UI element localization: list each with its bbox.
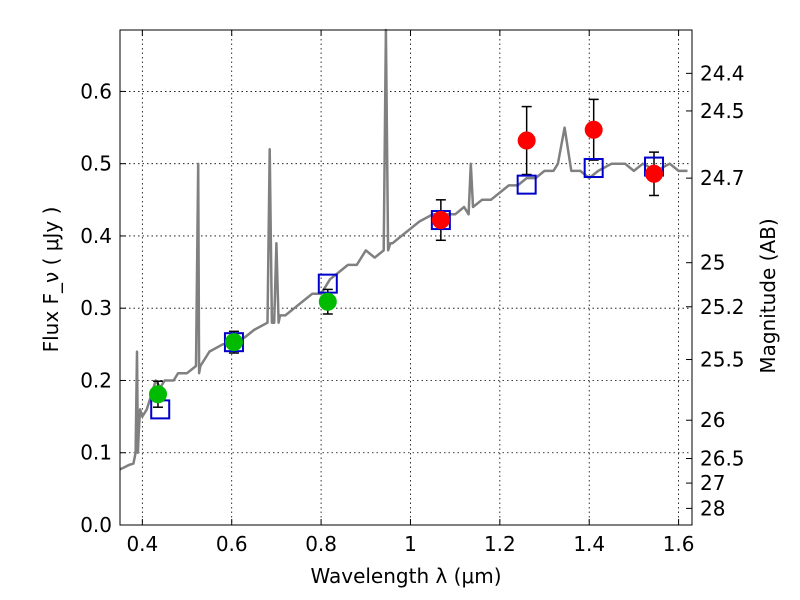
y-axis-label: Flux F_ν ( μJy ): [39, 207, 63, 353]
mag-tick-label: 24.5: [700, 99, 745, 123]
red-data-point: [431, 211, 450, 230]
spectrum-line: [119, 28, 688, 471]
red-data-point: [584, 120, 603, 139]
grid: [120, 30, 692, 526]
y-tick-label: 0.1: [80, 441, 112, 465]
error-bars: [152, 98, 660, 408]
model-square-point: [150, 399, 171, 420]
red-data-point: [517, 131, 536, 150]
plot-frame: [119, 29, 693, 526]
x-axis-label: Wavelength λ (μm): [310, 564, 501, 588]
red-data-point: [645, 164, 664, 183]
x-tick-label: 0.4: [126, 532, 158, 556]
mag-tick-label: 25: [700, 251, 725, 275]
spectrum-layer: [119, 28, 688, 471]
model-square-point: [583, 158, 604, 179]
model-square-point: [317, 273, 338, 294]
mag-tick-label: 28: [700, 496, 725, 520]
green-data-point: [224, 333, 243, 352]
mag-tick-label: 26: [700, 408, 725, 432]
mag-tick-label: 25.2: [700, 295, 745, 319]
x-tick-label: 0.6: [216, 532, 248, 556]
x-tick-label: 0.8: [305, 532, 337, 556]
mag-tick-label: 24.4: [700, 61, 745, 85]
y-tick-label: 0.4: [80, 224, 112, 248]
mag-tick-label: 24.7: [700, 166, 745, 190]
y-tick-label: 0.5: [80, 152, 112, 176]
model-square-point: [516, 174, 537, 195]
green-data-point: [318, 292, 337, 311]
axis-ticks: 0.4 0.6 0.8 1 1.2 1.4 1.6 0.0 0.1 0.2 0.3 0.4 0.5 0.6…: [80, 30, 745, 556]
x-tick-label: 1.6: [663, 532, 695, 556]
x-tick-label: 1.2: [484, 532, 516, 556]
mag-tick-label: 26.5: [700, 447, 745, 471]
x-tick-label: 1.4: [573, 532, 605, 556]
mag-tick-label: 25.5: [700, 348, 745, 372]
y-axis-right-label: Magnitude (AB): [756, 218, 780, 373]
y-tick-label: 0.6: [80, 79, 112, 103]
green-data-point: [148, 385, 167, 404]
y-tick-label: 0.2: [80, 368, 112, 392]
x-tick-label: 1: [404, 532, 417, 556]
y-tick-label: 0.3: [80, 296, 112, 320]
markers: [148, 120, 665, 420]
mag-tick-label: 27: [700, 471, 725, 495]
y-tick-label: 0.0: [80, 513, 112, 537]
